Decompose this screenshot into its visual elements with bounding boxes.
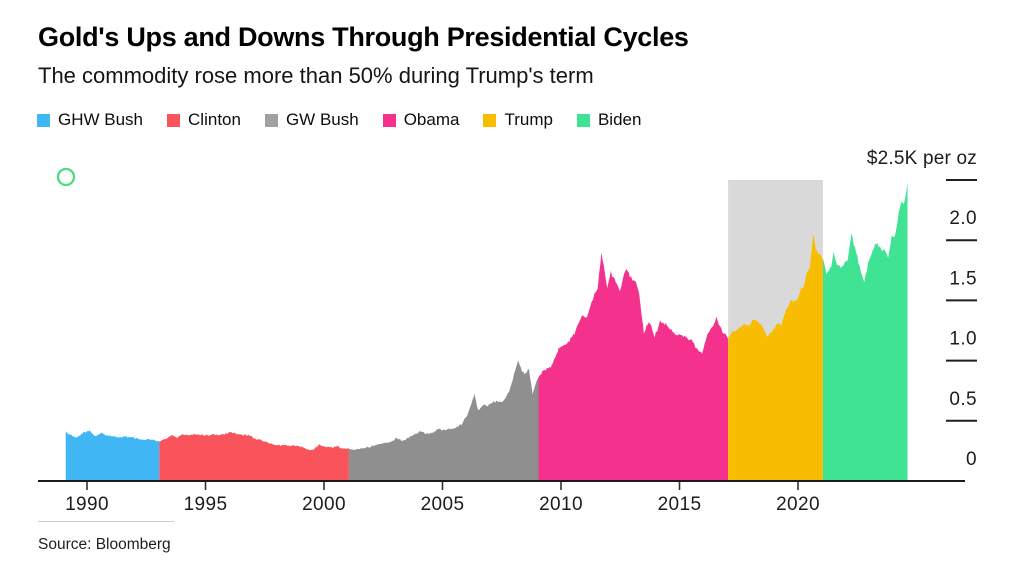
price-area-clinton — [159, 431, 349, 481]
legend-label: GHW Bush — [58, 110, 144, 129]
legend-label: Biden — [597, 110, 642, 129]
legend-swatch-icon — [382, 113, 396, 127]
legend-swatch-icon — [167, 113, 181, 127]
y-axis-labels: $2.5K per oz 2.0 1.5 1.0 0.5 0 — [867, 148, 977, 470]
legend-label: GW Bush — [285, 110, 359, 129]
price-area-obama — [538, 252, 729, 481]
y-tick-label: 0 — [966, 449, 977, 470]
y-tick-label: 0.5 — [949, 389, 977, 410]
x-tick-label: 2015 — [658, 494, 702, 515]
legend-swatch-icon — [483, 113, 497, 127]
legend-swatch-icon — [576, 113, 590, 127]
x-tick-label: 1990 — [65, 494, 109, 515]
x-axis-ticks — [86, 482, 799, 490]
x-tick-label: 2010 — [539, 494, 583, 515]
y-tick-label: 1.0 — [949, 329, 977, 350]
legend-label: Obama — [403, 110, 460, 129]
price-area-gw-bush — [348, 360, 539, 481]
price-area-trump — [728, 234, 823, 481]
x-tick-label: 2020 — [776, 494, 820, 515]
x-axis-labels: 1990 1995 2000 2005 2010 2015 2020 — [65, 494, 820, 515]
legend: GHW Bush Clinton GW Bush Obama Trump Biden — [37, 110, 641, 130]
x-tick-label: 1995 — [184, 494, 228, 515]
chart-subtitle: The commodity rose more than 50% during … — [38, 63, 594, 88]
x-tick-label: 2005 — [421, 494, 465, 515]
legend-item-obama: Obama — [382, 110, 460, 130]
y-tick-label: 1.5 — [949, 268, 977, 289]
y-tick-label: 2.0 — [949, 208, 977, 229]
legend-swatch-icon — [264, 113, 278, 127]
source-divider — [38, 521, 174, 522]
legend-item-ghw-bush: GHW Bush — [37, 110, 143, 130]
legend-item-gw-bush: GW Bush — [264, 110, 359, 130]
trump-term-highlight-band — [728, 180, 823, 481]
legend-item-trump: Trump — [483, 110, 553, 130]
legend-label: Trump — [504, 110, 553, 129]
live-indicator-icon — [56, 167, 76, 187]
legend-item-biden: Biden — [576, 110, 642, 130]
y-axis-unit-label: $2.5K per oz — [867, 148, 977, 169]
legend-swatch-icon — [37, 113, 50, 127]
legend-label: Clinton — [188, 110, 241, 129]
y-axis-ticks — [946, 179, 977, 422]
x-tick-label: 2000 — [302, 494, 346, 515]
price-area-biden — [822, 181, 908, 481]
chart-title: Gold's Ups and Downs Through Presidentia… — [38, 22, 689, 52]
price-area-ghw-bush — [65, 430, 160, 481]
legend-item-clinton: Clinton — [167, 110, 241, 130]
source-attribution: Source: Bloomberg — [38, 536, 171, 553]
